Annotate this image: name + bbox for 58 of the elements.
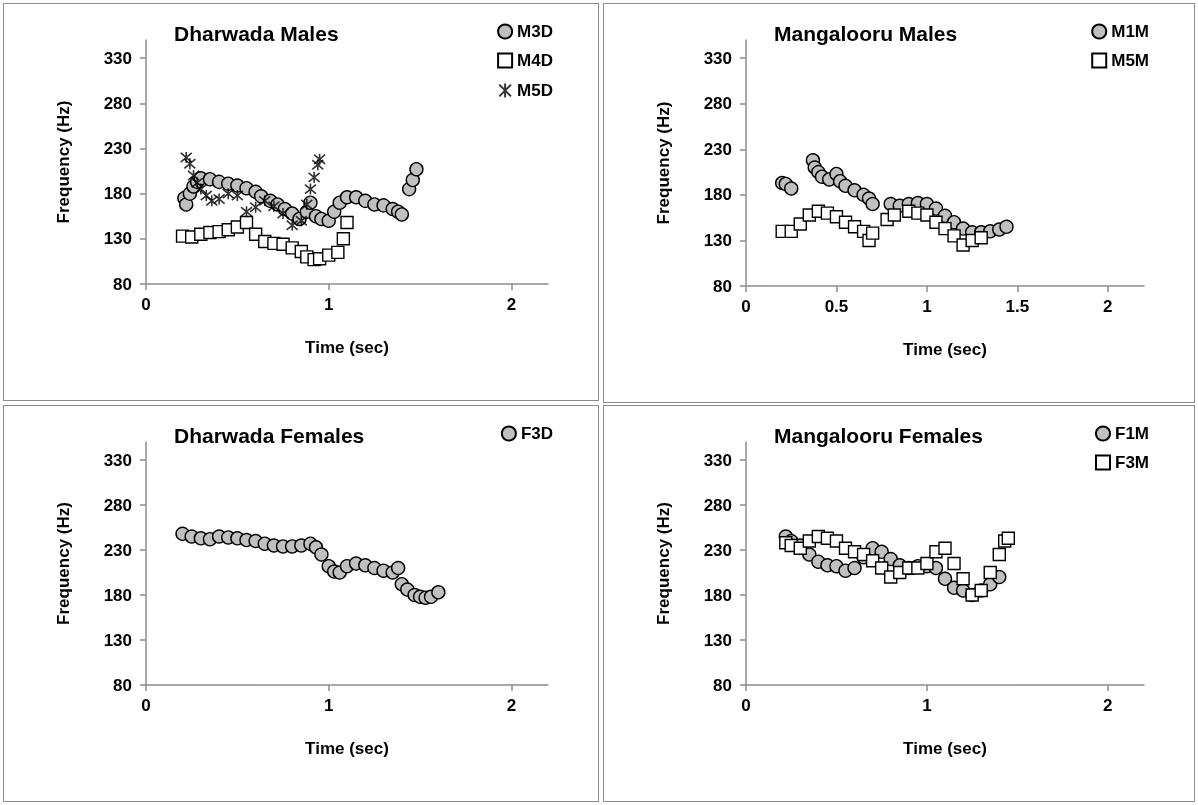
x-axis-title: Time (sec) <box>903 739 987 758</box>
legend-label: M3D <box>517 22 554 41</box>
chart-title: Mangalooru Males <box>774 22 958 45</box>
x-tick-label: 1 <box>922 297 932 316</box>
y-tick-label: 80 <box>713 675 732 695</box>
y-axis-title: Frequency (Hz) <box>654 502 673 625</box>
y-tick-label: 180 <box>703 185 732 205</box>
x-tick-label: 0.5 <box>824 297 849 316</box>
x-tick-label: 1 <box>323 295 334 314</box>
x-tick-label: 0 <box>741 696 751 715</box>
y-tick-label: 330 <box>103 450 132 470</box>
y-axis-title: Frequency (Hz) <box>654 101 673 225</box>
y-tick-label: 230 <box>103 138 132 158</box>
y-tick-label: 130 <box>103 630 132 650</box>
y-tick-label: 230 <box>703 139 732 159</box>
y-tick-label: 280 <box>103 93 132 113</box>
legend-label: M5M <box>1111 51 1149 70</box>
x-axis-title: Time (sec) <box>305 739 389 758</box>
x-tick-label: 0 <box>741 297 751 316</box>
y-tick-label: 230 <box>103 540 132 560</box>
x-tick-label: 2 <box>506 295 517 314</box>
x-tick-label: 2 <box>1103 297 1113 316</box>
y-tick-label: 230 <box>703 540 732 560</box>
x-axis-title: Time (sec) <box>903 340 987 359</box>
y-tick-label: 280 <box>103 495 132 515</box>
chart-title: Mangalooru Females <box>774 424 983 447</box>
y-tick-label: 330 <box>703 450 732 470</box>
legend-label: F3D <box>520 424 554 443</box>
legend-label: M1M <box>1111 22 1149 41</box>
x-tick-label: 2 <box>1103 696 1113 715</box>
y-tick-label: 80 <box>713 276 732 296</box>
x-tick-label: 1 <box>323 696 334 715</box>
x-tick-label: 1.5 <box>1005 297 1030 316</box>
y-tick-label: 280 <box>703 495 732 515</box>
x-tick-label: 0 <box>141 696 151 715</box>
y-axis-title: Frequency (Hz) <box>54 502 73 625</box>
y-tick-label: 180 <box>103 184 132 204</box>
y-tick-label: 130 <box>703 630 732 650</box>
legend-label: M4D <box>517 51 554 70</box>
y-tick-label: 80 <box>113 274 132 294</box>
x-tick-label: 0 <box>141 295 151 314</box>
y-tick-label: 330 <box>103 48 132 68</box>
y-tick-label: 80 <box>113 675 132 695</box>
y-tick-label: 130 <box>703 230 732 250</box>
legend-label: F1M <box>1115 424 1149 443</box>
y-axis-title: Frequency (Hz) <box>54 100 73 224</box>
y-tick-label: 280 <box>703 94 732 114</box>
chart-title: Dharwada Females <box>174 424 365 447</box>
y-tick-label: 330 <box>703 48 732 68</box>
y-tick-label: 130 <box>103 229 132 249</box>
x-axis-title: Time (sec) <box>305 338 389 357</box>
legend-label: M5D <box>517 81 554 100</box>
chart-title: Dharwada Males <box>174 22 339 45</box>
y-tick-label: 180 <box>703 585 732 605</box>
x-tick-label: 1 <box>922 696 932 715</box>
legend-label: F3M <box>1115 453 1149 472</box>
x-tick-label: 2 <box>506 696 517 715</box>
y-tick-label: 180 <box>103 585 132 605</box>
